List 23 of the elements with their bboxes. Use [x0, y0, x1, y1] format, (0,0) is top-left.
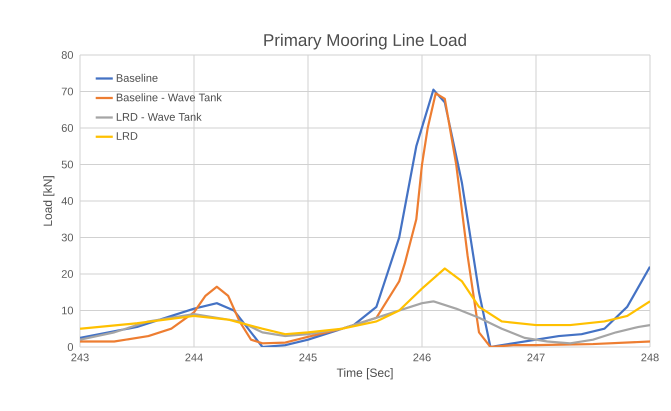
x-tick-label: 244: [185, 354, 203, 362]
chart-title: Primary Mooring Line Load: [264, 34, 466, 50]
y-tick-label: 70: [62, 88, 74, 96]
x-tick-label: 247: [527, 354, 545, 362]
y-tick-label: 60: [62, 124, 74, 132]
y-tick-label: 30: [62, 234, 74, 242]
legend-label: Baseline: [116, 74, 158, 82]
legend-label: LRD: [116, 132, 138, 140]
y-tick-label: 10: [62, 306, 74, 314]
y-tick-label: 50: [62, 160, 74, 168]
line-series: [80, 267, 650, 336]
y-tick-label: 40: [61, 197, 74, 205]
legend-label: Baseline - Wave Tank: [116, 93, 222, 102]
x-tick-label: 246: [413, 354, 431, 362]
x-tick-label: 243: [71, 354, 89, 362]
y-tick-label: 20: [62, 270, 74, 278]
y-axis-title: Load [kN]: [43, 176, 54, 226]
y-tick-label: 80: [62, 51, 74, 59]
legend-label: LRD - Wave Tank: [116, 112, 202, 121]
y-tick-label: 0: [68, 343, 74, 351]
x-axis-title: Time [Sec]: [336, 368, 393, 380]
x-tick-label: 248: [641, 354, 659, 362]
x-tick-label: 245: [299, 354, 317, 362]
